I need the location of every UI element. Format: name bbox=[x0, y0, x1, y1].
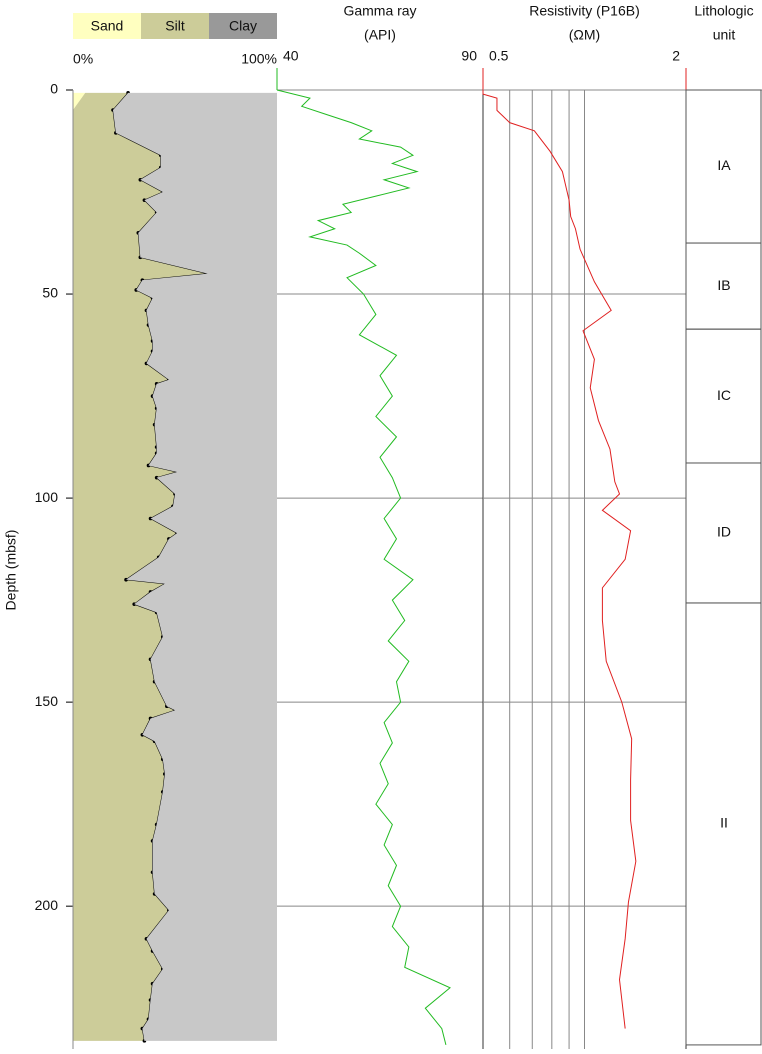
y-tick-label: 150 bbox=[35, 693, 59, 709]
unit-label: IA bbox=[717, 157, 731, 173]
panel-title: unit bbox=[713, 27, 736, 43]
y-tick-label: 0 bbox=[50, 81, 58, 97]
legend-swatch bbox=[141, 13, 209, 39]
panel-title: Gamma ray bbox=[343, 3, 416, 19]
x-tick-label: 100% bbox=[241, 51, 277, 67]
log-line bbox=[276, 89, 451, 1046]
log-line bbox=[482, 90, 637, 1029]
x-tick-label: 0% bbox=[73, 51, 93, 67]
unit-label: ID bbox=[717, 524, 731, 540]
y-tick-label: 200 bbox=[35, 897, 59, 913]
legend-swatch bbox=[209, 13, 277, 39]
x-tick-label: 40 bbox=[283, 48, 299, 64]
x-tick-label: 90 bbox=[461, 48, 477, 64]
area bbox=[73, 92, 208, 1041]
y-axis-label: Depth (mbsf) bbox=[3, 530, 19, 611]
panel-title: (ΩM) bbox=[569, 27, 600, 43]
legend-label: Sand bbox=[91, 18, 124, 34]
legend-swatch bbox=[73, 13, 141, 39]
panel-title: Resistivity (P16B) bbox=[529, 3, 639, 19]
unit-label: II bbox=[720, 815, 728, 831]
area bbox=[112, 92, 277, 1041]
y-tick-label: 50 bbox=[42, 285, 58, 301]
unit-label: IC bbox=[717, 387, 731, 403]
legend-label: Clay bbox=[229, 18, 257, 34]
sample-point bbox=[124, 577, 128, 582]
unit-interval bbox=[685, 602, 762, 1046]
legend-label: Silt bbox=[165, 18, 185, 34]
x-tick-label: 0.5 bbox=[489, 48, 509, 64]
x-tick-label: 2 bbox=[672, 48, 680, 64]
y-tick-label: 100 bbox=[35, 489, 59, 505]
unit-label: IB bbox=[717, 277, 730, 293]
panel-title: (API) bbox=[364, 27, 396, 43]
panel-title: Lithologic bbox=[694, 3, 753, 19]
